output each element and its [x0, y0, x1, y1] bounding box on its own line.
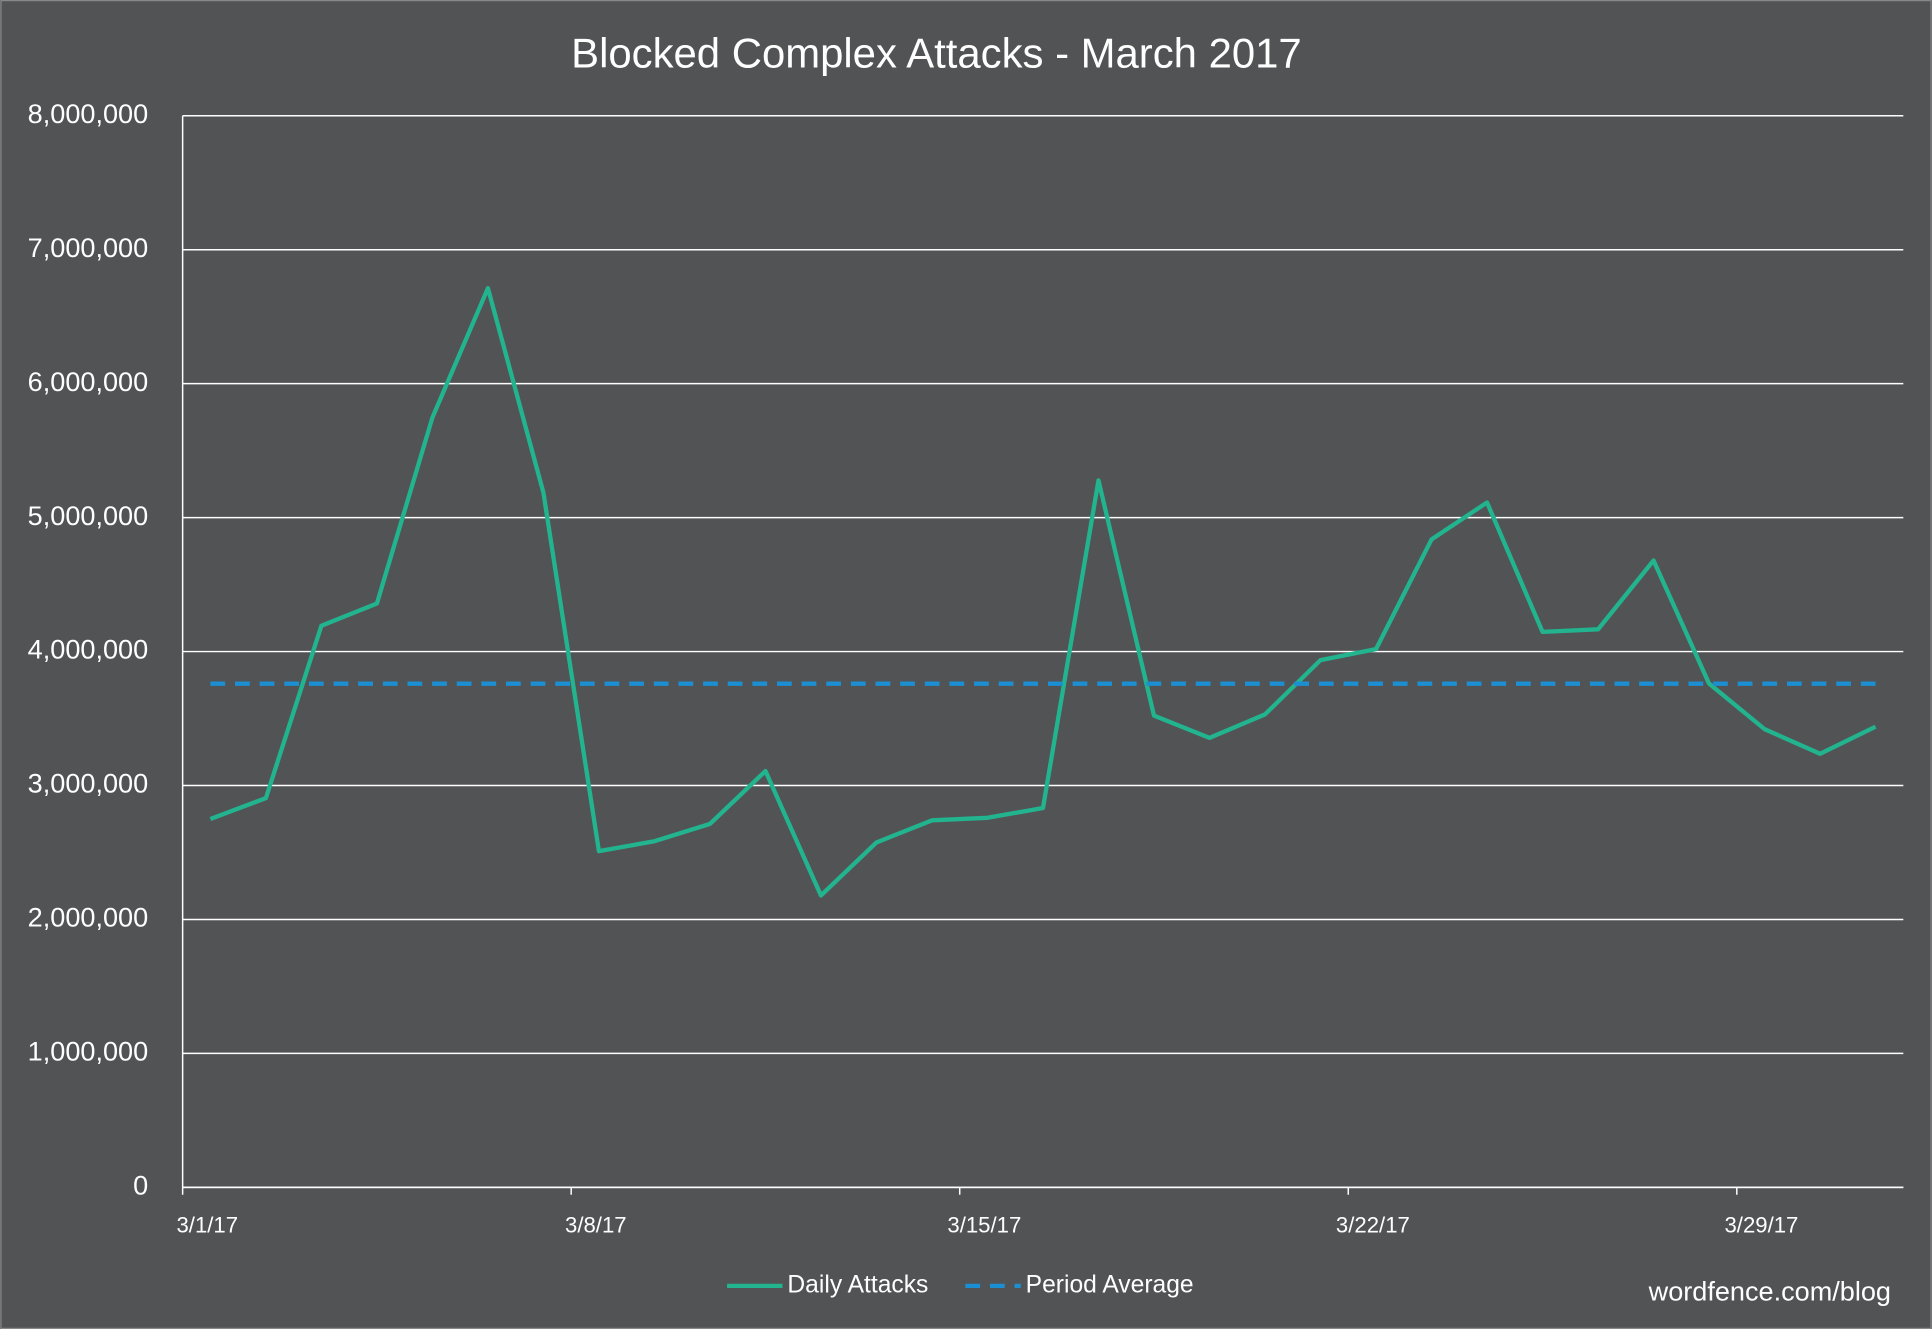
- x-tick-label: 3/15/17: [947, 1213, 1021, 1238]
- y-tick-label: 2,000,000: [28, 902, 148, 933]
- legend-label: Period Average: [1026, 1271, 1194, 1298]
- x-tick-label: 3/22/17: [1336, 1213, 1410, 1238]
- y-tick-label: 7,000,000: [28, 232, 148, 263]
- y-tick-label: 6,000,000: [28, 366, 148, 397]
- watermark: wordfence.com/blog: [1648, 1275, 1891, 1306]
- y-tick-label: 4,000,000: [28, 634, 148, 665]
- y-tick-label: 5,000,000: [28, 500, 148, 531]
- y-tick-label: 8,000,000: [28, 98, 148, 129]
- x-tick-label: 3/8/17: [565, 1213, 627, 1238]
- chart-title: Blocked Complex Attacks - March 2017: [571, 30, 1302, 77]
- data-line: [209, 286, 1877, 898]
- x-tick-label: 3/1/17: [176, 1213, 238, 1238]
- y-tick-label: 1,000,000: [28, 1036, 148, 1067]
- y-tick-label: 0: [133, 1170, 148, 1201]
- legend-label: Daily Attacks: [787, 1271, 928, 1298]
- y-tick-label: 3,000,000: [28, 768, 148, 799]
- x-tick-label: 3/29/17: [1724, 1213, 1798, 1238]
